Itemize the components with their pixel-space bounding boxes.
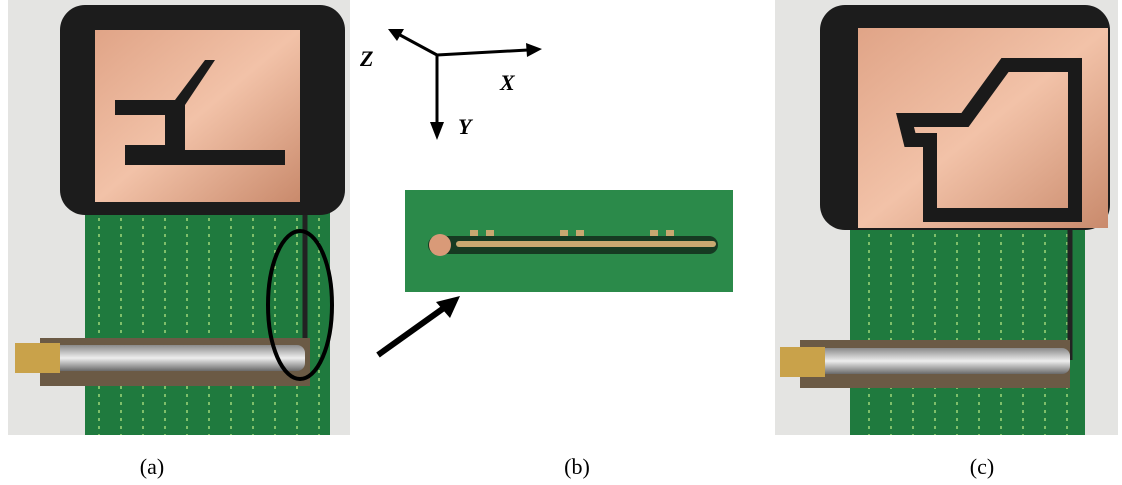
caption-a: (a) (140, 454, 164, 479)
photo-b (405, 190, 733, 292)
pointer-arrow-head (436, 296, 460, 318)
axis-label-y: Y (458, 114, 474, 139)
pointer-arrow (378, 305, 448, 355)
photo-c (775, 0, 1118, 435)
figure: Z X Y (a) (b) (c) (0, 0, 1122, 485)
photo-a (8, 0, 350, 435)
axis-label-x: X (499, 70, 516, 95)
axis-label-z: Z (359, 46, 373, 71)
caption-c: (c) (970, 454, 994, 479)
caption-b: (b) (564, 454, 590, 479)
